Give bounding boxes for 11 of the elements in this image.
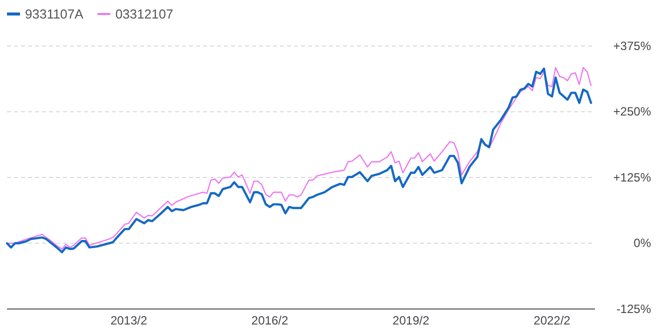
- y-tick-label: +250%: [613, 104, 652, 119]
- legend-label: 9331107A: [25, 6, 84, 22]
- y-tick-label: 0%: [634, 236, 652, 250]
- legend-label: 03312107: [115, 6, 174, 22]
- y-tick-label: -125%: [616, 302, 652, 316]
- y-tick-label: +375%: [613, 38, 652, 53]
- x-tick-label: 2013/2: [110, 314, 148, 328]
- x-tick-label: 2016/2: [251, 314, 288, 328]
- x-tick-label: 2022/2: [534, 314, 571, 328]
- y-tick-label: +125%: [613, 170, 652, 184]
- x-tick-label: 2019/2: [392, 314, 430, 328]
